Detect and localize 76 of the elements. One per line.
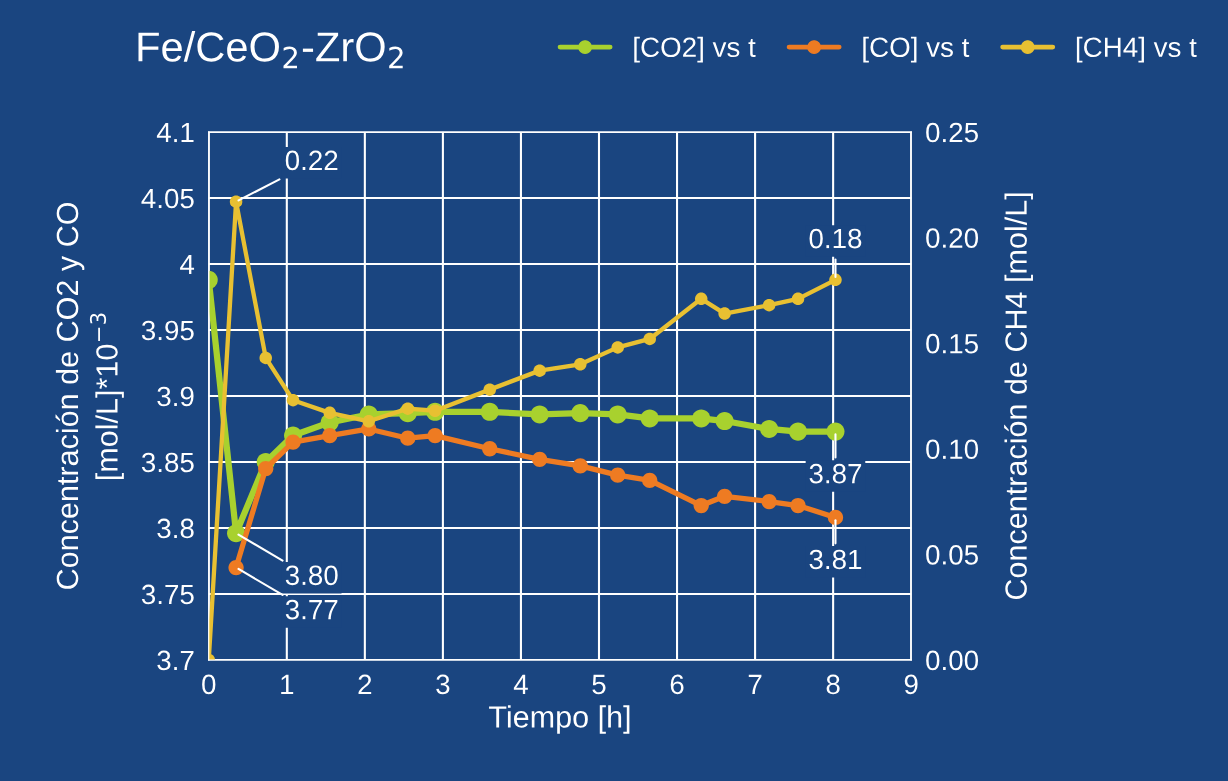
point <box>259 351 272 365</box>
point <box>611 341 624 354</box>
data-label: 0.22 <box>285 150 338 171</box>
data-label: 3.80 <box>285 565 338 586</box>
point <box>400 430 416 446</box>
point <box>640 409 659 428</box>
point <box>762 298 776 312</box>
y-tick-label: 3.7 <box>157 650 194 671</box>
point <box>286 393 300 407</box>
point <box>532 451 548 467</box>
y2-tick-label: 0.20 <box>926 228 979 248</box>
point <box>322 427 338 444</box>
x-tick-label: 1 <box>281 674 294 694</box>
y-tick-label: 4 <box>180 254 195 275</box>
x-tick-label: 2 <box>358 674 372 694</box>
x-tick-label: 7 <box>748 674 762 694</box>
legend-label: [CH4] vs t <box>1076 36 1197 63</box>
y2-tick-label: 0.05 <box>926 545 978 565</box>
point <box>788 422 808 441</box>
data-label: 3.87 <box>809 463 862 484</box>
point <box>715 412 734 431</box>
x-tick-label: 6 <box>670 674 684 695</box>
y2-tick-label: 0.25 <box>926 122 978 143</box>
y-tick-label: 4.1 <box>156 122 194 143</box>
point <box>323 406 336 420</box>
x-tick-label: 3 <box>436 674 450 695</box>
y2-tick-label: 0.00 <box>926 650 979 671</box>
y-tick-label: 3.95 <box>141 320 194 341</box>
point <box>482 441 498 457</box>
point <box>610 467 626 483</box>
point <box>480 402 499 421</box>
point <box>717 488 733 504</box>
x-axis-title: Tiempo [h] <box>489 705 630 734</box>
data-label: 0.18 <box>809 228 862 249</box>
point <box>760 419 779 438</box>
point <box>643 332 656 346</box>
point <box>718 307 731 320</box>
point <box>228 559 244 576</box>
point <box>608 405 627 424</box>
x-tick-label: 4 <box>513 674 528 694</box>
y-tick-label: 3.9 <box>157 386 194 407</box>
point <box>574 358 587 371</box>
data-label: 3.81 <box>809 549 862 570</box>
point <box>533 364 546 377</box>
y-tick-label: 3.75 <box>141 584 194 605</box>
chart-title: Fe/CeO$_{2}$-ZrO$_{2}$ <box>138 31 403 69</box>
x-tick-label: 0 <box>202 674 216 695</box>
point <box>285 434 301 450</box>
data-label: 3.77 <box>285 599 338 620</box>
point <box>761 493 777 510</box>
y-tick-label: 3.8 <box>157 518 194 539</box>
point <box>692 409 711 428</box>
point <box>694 292 708 306</box>
legend-label: [CO] vs t <box>863 36 970 63</box>
point <box>693 497 709 514</box>
point <box>483 383 496 396</box>
point <box>427 427 443 444</box>
y2-tick-label: 0.15 <box>926 333 978 354</box>
point <box>258 460 274 477</box>
point <box>571 404 590 423</box>
y-tick-label: 3.85 <box>141 452 194 473</box>
x-tick-label: 8 <box>826 674 840 695</box>
point <box>362 415 375 428</box>
y2-tick-label: 0.10 <box>926 439 979 460</box>
point <box>790 497 806 514</box>
x-tick-label: 9 <box>904 674 918 695</box>
point <box>642 472 658 489</box>
point <box>530 405 549 424</box>
point <box>572 458 588 474</box>
y-axis-title: Concentración de CO2 y CO [mol/L]*10$^{−3}$ <box>55 202 124 589</box>
point <box>791 292 805 306</box>
y-tick-label: 4.05 <box>141 188 194 209</box>
point <box>401 402 415 415</box>
legend-label: [CO2] vs t <box>634 36 756 63</box>
x-tick-label: 5 <box>592 674 606 695</box>
y2-axis-title: Concentración de CH4 [mol/L] <box>1004 193 1033 600</box>
